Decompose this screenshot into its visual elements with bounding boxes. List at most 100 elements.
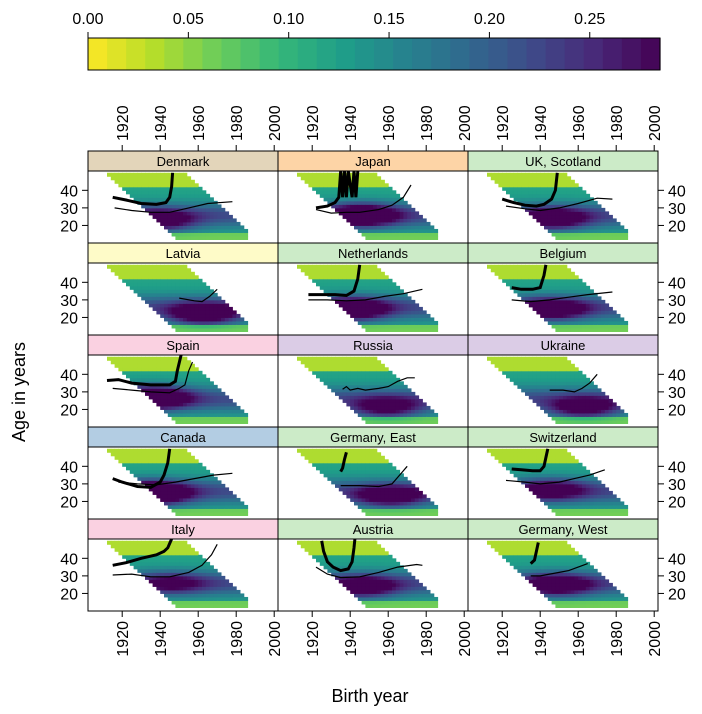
heat-cell bbox=[312, 271, 317, 276]
heat-cell bbox=[582, 466, 587, 471]
heat-cell bbox=[407, 490, 412, 495]
heat-cell bbox=[555, 367, 560, 372]
heat-cell bbox=[148, 303, 154, 308]
heat-cell bbox=[369, 172, 374, 177]
heat-cell bbox=[506, 459, 511, 464]
heat-cell bbox=[350, 296, 355, 301]
heat-cell bbox=[376, 186, 382, 191]
heat-cell bbox=[312, 268, 317, 273]
heat-cell bbox=[152, 370, 157, 375]
heat-cell bbox=[129, 462, 135, 467]
heat-cell bbox=[597, 232, 602, 237]
heat-cell bbox=[190, 200, 195, 205]
heat-cell bbox=[555, 409, 560, 414]
heat-cell bbox=[198, 221, 203, 226]
heat-cell bbox=[392, 402, 397, 407]
heat-cell bbox=[532, 367, 537, 372]
heat-cell bbox=[357, 497, 363, 502]
heat-cell bbox=[392, 466, 397, 471]
heat-cell bbox=[623, 504, 629, 509]
heat-cell bbox=[316, 186, 321, 191]
heat-cell bbox=[217, 207, 222, 212]
heat-cell bbox=[323, 473, 328, 478]
heat-cell bbox=[494, 363, 499, 368]
heat-cell bbox=[148, 271, 154, 276]
heat-cell bbox=[357, 299, 363, 304]
heat-cell bbox=[335, 278, 340, 283]
heat-cell bbox=[578, 416, 583, 421]
heat-cell bbox=[597, 504, 602, 509]
heat-cell bbox=[597, 204, 602, 209]
heat-cell bbox=[221, 487, 226, 492]
heat-cell bbox=[376, 306, 382, 311]
heat-cell bbox=[589, 313, 594, 318]
heat-cell bbox=[566, 306, 572, 311]
heat-cell bbox=[498, 360, 503, 365]
heat-cell bbox=[566, 268, 572, 273]
heat-cell bbox=[205, 310, 211, 315]
heat-cell bbox=[350, 207, 355, 212]
heat-cell bbox=[498, 459, 503, 464]
heat-cell bbox=[559, 327, 564, 332]
heat-cell bbox=[509, 282, 515, 287]
heat-cell bbox=[513, 363, 518, 368]
heat-cell bbox=[365, 473, 370, 478]
heat-cell bbox=[388, 232, 393, 237]
heat-cell bbox=[228, 221, 233, 226]
heat-cell bbox=[395, 497, 401, 502]
heat-cell bbox=[388, 303, 393, 308]
heat-cell bbox=[589, 214, 594, 219]
heat-cell bbox=[570, 395, 575, 400]
heat-cell bbox=[160, 275, 165, 280]
heat-cell bbox=[601, 303, 606, 308]
heat-cell bbox=[316, 190, 321, 195]
heat-cell bbox=[145, 473, 150, 478]
heat-cell bbox=[175, 183, 180, 188]
heat-cell bbox=[126, 466, 131, 471]
thin-line bbox=[340, 465, 408, 488]
heat-cell bbox=[243, 324, 249, 329]
heat-cell bbox=[403, 483, 408, 488]
heat-cell bbox=[403, 487, 408, 492]
heat-cell bbox=[380, 508, 385, 513]
heat-cell bbox=[190, 483, 195, 488]
heat-cell bbox=[384, 310, 389, 315]
heat-cell bbox=[597, 327, 602, 332]
heat-cell bbox=[555, 476, 560, 481]
heat-cell bbox=[327, 377, 332, 382]
heat-cell bbox=[171, 183, 176, 188]
heat-cell bbox=[585, 504, 591, 509]
heat-cell bbox=[141, 197, 146, 202]
heat-cell bbox=[224, 409, 230, 414]
heat-cell bbox=[380, 494, 385, 499]
heat-cell bbox=[566, 508, 572, 513]
heat-cell bbox=[361, 490, 366, 495]
heat-cell bbox=[388, 218, 393, 223]
heat-cell bbox=[160, 579, 165, 584]
heat-cell bbox=[365, 469, 370, 474]
heat-cell bbox=[528, 271, 534, 276]
heat-cell bbox=[547, 193, 553, 198]
heat-cell bbox=[608, 324, 613, 329]
heat-cell bbox=[597, 405, 602, 410]
heat-cell bbox=[331, 466, 336, 471]
heat-cell bbox=[566, 497, 572, 502]
heat-cell bbox=[566, 218, 572, 223]
heat-cell bbox=[202, 207, 207, 212]
heat-cell bbox=[399, 388, 404, 393]
heat-cell bbox=[521, 452, 526, 457]
heat-cell bbox=[574, 218, 579, 223]
heat-cell bbox=[213, 317, 218, 322]
heat-cell bbox=[202, 388, 207, 393]
heat-cell bbox=[407, 412, 412, 417]
heat-cell bbox=[506, 271, 511, 276]
heat-cell bbox=[316, 466, 321, 471]
heat-cell bbox=[342, 204, 347, 209]
strip-label: Spain bbox=[166, 338, 199, 353]
heat-cell bbox=[616, 228, 621, 233]
heat-cell bbox=[540, 310, 545, 315]
heat-cell bbox=[536, 476, 541, 481]
heat-cell bbox=[380, 186, 385, 191]
heat-cell bbox=[422, 402, 427, 407]
heat-cell bbox=[528, 374, 534, 379]
